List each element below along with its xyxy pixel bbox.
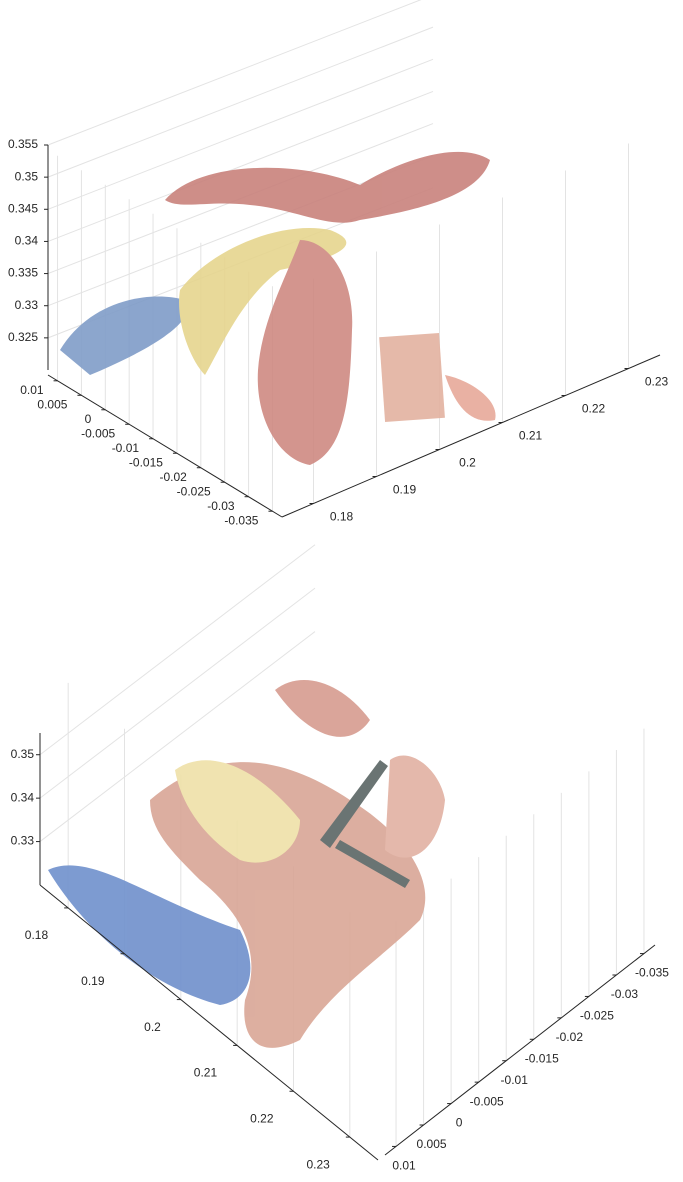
- z-tick-label: 0.355: [8, 137, 38, 151]
- y-tick-label: -0.01: [501, 1073, 529, 1087]
- y-tick-label: -0.035: [224, 513, 258, 527]
- x-tick-label: 0.21: [519, 429, 543, 443]
- x-tick-label: 0.18: [25, 928, 49, 942]
- x-tick-label: 0.19: [393, 483, 417, 497]
- chart: 0.3250.330.3350.340.3450.350.3550.010.00…: [0, 0, 683, 1182]
- grid-line: [48, 0, 433, 145]
- point-cloud-region: [445, 375, 496, 421]
- z-tick-label: 0.33: [15, 298, 39, 312]
- grid-line: [48, 27, 433, 177]
- x-tick-label: 0.22: [250, 1111, 274, 1125]
- y-tick-label: 0.01: [20, 383, 44, 397]
- y-tick-label: -0.035: [635, 966, 669, 980]
- z-tick-label: 0.325: [8, 330, 38, 344]
- y-tick-label: -0.03: [611, 987, 639, 1001]
- z-tick-label: 0.335: [8, 266, 38, 280]
- y-tick-label: -0.01: [112, 441, 140, 455]
- point-cloud-region: [275, 680, 370, 737]
- y-tick-label: -0.025: [177, 484, 211, 498]
- y-tick-label: 0.005: [37, 397, 67, 411]
- x-tick-label: 0.2: [144, 1020, 161, 1034]
- y-axis: [385, 945, 655, 1155]
- z-tick-label: 0.35: [15, 169, 39, 183]
- z-tick-label: 0.35: [11, 747, 35, 761]
- x-tick-label: 0.22: [582, 402, 606, 416]
- y-tick-label: -0.025: [580, 1009, 614, 1023]
- y-tick-label: -0.015: [525, 1051, 559, 1065]
- y-tick-label: 0: [456, 1116, 463, 1130]
- y-tick-label: 0.005: [417, 1137, 447, 1151]
- point-cloud-region: [165, 152, 490, 223]
- y-tick-label: -0.02: [159, 470, 187, 484]
- x-tick-label: 0.21: [194, 1066, 218, 1080]
- y-tick-label: -0.005: [81, 426, 115, 440]
- y-tick-label: 0: [85, 412, 92, 426]
- y-tick-label: -0.005: [470, 1094, 504, 1108]
- z-tick-label: 0.34: [15, 234, 39, 248]
- point-cloud-region: [379, 333, 445, 422]
- y-tick-label: 0.01: [392, 1159, 416, 1173]
- point-cloud-region: [60, 297, 188, 375]
- z-tick-label: 0.33: [11, 834, 35, 848]
- z-tick-label: 0.345: [8, 201, 38, 215]
- x-tick-label: 0.23: [645, 375, 669, 389]
- y-tick-label: -0.03: [207, 499, 235, 513]
- y-tick-label: -0.02: [556, 1030, 584, 1044]
- x-tick-label: 0.23: [306, 1157, 330, 1171]
- x-tick-label: 0.18: [330, 510, 354, 524]
- z-tick-label: 0.34: [11, 790, 35, 804]
- y-axis: [48, 375, 282, 517]
- y-tick-label: -0.015: [129, 455, 163, 469]
- point-cloud: [48, 152, 496, 1048]
- point-cloud-region: [385, 756, 445, 858]
- grid-line: [40, 545, 315, 755]
- x-tick-label: 0.2: [459, 456, 476, 470]
- x-tick-label: 0.19: [81, 974, 105, 988]
